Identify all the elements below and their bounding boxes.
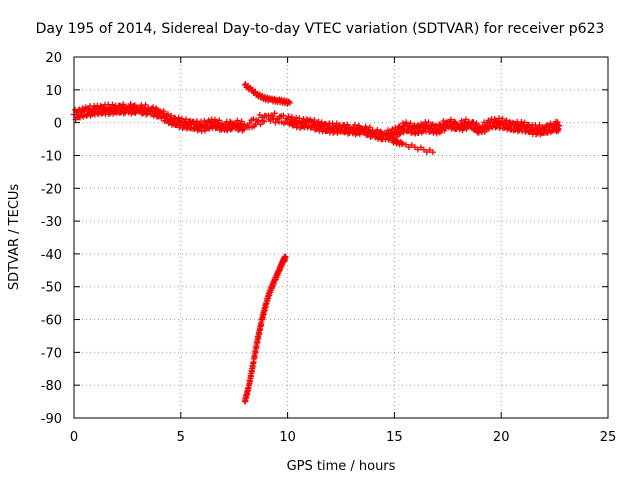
data-point [475,129,482,136]
data-point [261,118,268,125]
data-point [127,101,134,108]
y-tick-label: -50 [41,281,62,296]
data-point [451,118,458,125]
data-point [318,119,325,126]
data-point [238,118,245,125]
y-tick-label: 0 [54,117,62,132]
data-point [503,117,510,124]
grid-layer [74,57,608,418]
data-point [311,117,318,124]
y-tick-label: -10 [41,149,62,164]
data-point [366,124,373,131]
y-tick-label: -80 [41,379,62,394]
data-point [403,119,410,126]
data-point [272,119,279,126]
data-point [429,121,436,128]
data-point [377,128,384,135]
series-1 [241,81,293,107]
chart-title: Day 195 of 2014, Sidereal Day-to-day VTE… [36,21,605,37]
series-2 [241,253,289,405]
data-point [374,126,381,133]
data-point [315,118,322,125]
data-point [160,108,167,115]
data-point [250,116,257,123]
series-3 [389,136,436,156]
data-point [286,99,293,106]
data-point [470,119,477,126]
data-point [216,117,223,124]
data-point [150,104,157,111]
data-point [407,120,414,127]
y-axis-label: SDTVAR / TECUs [7,184,22,291]
x-tick-label: 5 [177,430,185,445]
data-point [344,121,351,128]
data-point [554,119,561,126]
x-tick-label: 0 [70,430,78,445]
data-point [109,101,116,108]
data-point [473,120,480,127]
data-point [400,129,407,136]
data-point [448,116,455,123]
data-point [271,110,278,117]
data-point [356,122,363,129]
data-point [282,254,289,261]
data-point [389,126,396,133]
series-0 [71,101,563,143]
data-point [168,112,175,119]
data-point [389,137,396,144]
data-point [175,114,182,121]
y-tick-label: -40 [41,248,62,263]
data-point [402,141,409,148]
y-tick-label: 20 [45,51,62,66]
data-point [521,119,528,126]
data-point [293,114,300,121]
x-tick-label: 10 [279,430,296,445]
data-point [164,111,171,118]
data-point [142,101,149,108]
data-point [234,117,241,124]
y-tick-label: -30 [41,215,62,230]
data-point [257,121,264,128]
data-point [425,119,432,126]
x-tick-label: 20 [493,430,510,445]
plot-frame [73,56,609,419]
data-point [178,115,185,122]
y-tick-label: -60 [41,314,62,329]
y-tick-label: -90 [41,412,62,427]
data-point [351,121,358,128]
y-tick-label: -70 [41,346,62,361]
x-tick-label: 25 [600,430,617,445]
y-tick-label: 10 [45,84,62,99]
data-point [499,115,506,122]
data-point [518,118,525,125]
y-tick-label: -20 [41,182,62,197]
points-layer [71,81,563,405]
data-point [333,120,340,127]
data-point [506,119,513,126]
x-tick-label: 15 [386,430,403,445]
data-point [280,112,287,119]
data-point [555,122,562,129]
x-axis-label: GPS time / hours [287,459,396,474]
data-point [536,121,543,128]
data-point [183,116,190,123]
ticks-layer: 0 5 10 15 20 25 20 10 0 -10 -20 -30 -40 -50 -60 -70 -80 -… [41,51,617,445]
